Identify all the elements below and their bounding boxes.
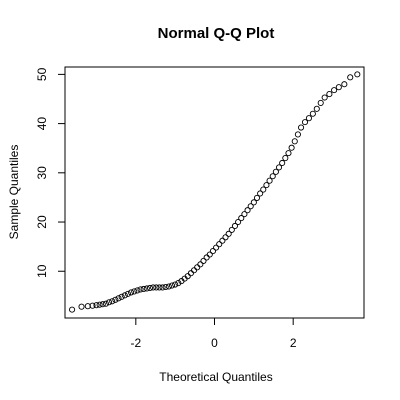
data-point xyxy=(165,283,172,290)
data-point xyxy=(235,218,242,226)
data-point xyxy=(260,186,267,193)
data-point xyxy=(335,84,342,91)
data-point xyxy=(134,287,141,294)
data-point xyxy=(96,301,103,308)
data-point xyxy=(317,99,324,106)
data-point xyxy=(326,91,333,98)
data-point xyxy=(118,293,125,300)
data-point xyxy=(228,226,235,233)
data-point xyxy=(309,110,316,117)
data-point xyxy=(305,115,312,122)
data-point xyxy=(112,296,119,303)
x-tick-label: -2 xyxy=(130,336,141,350)
data-point xyxy=(93,302,100,309)
data-point xyxy=(153,284,160,291)
data-point xyxy=(263,182,270,189)
data-point xyxy=(238,215,245,222)
x-tick-label: 2 xyxy=(290,336,297,350)
data-point xyxy=(203,254,210,261)
data-point xyxy=(175,280,182,287)
y-tick-label: 20 xyxy=(35,215,49,229)
data-point xyxy=(209,248,216,255)
x-tick-label: 0 xyxy=(211,336,218,350)
data-point xyxy=(285,150,292,157)
data-point xyxy=(106,299,113,306)
data-point xyxy=(137,286,144,293)
data-points xyxy=(69,71,361,313)
chart-title: Normal Q-Q Plot xyxy=(158,25,275,42)
data-point xyxy=(354,71,361,78)
data-point xyxy=(200,257,207,264)
data-point xyxy=(89,302,96,309)
data-point xyxy=(216,241,223,248)
data-point xyxy=(131,288,138,295)
data-point xyxy=(213,244,220,251)
data-point xyxy=(115,295,122,302)
y-tick-label: 50 xyxy=(35,67,49,81)
data-point xyxy=(206,251,213,258)
data-point xyxy=(99,301,106,308)
y-tick-label: 40 xyxy=(35,117,49,131)
data-point xyxy=(269,173,276,180)
data-point xyxy=(102,300,109,307)
data-point xyxy=(219,237,226,244)
data-point xyxy=(222,234,229,241)
data-point xyxy=(298,124,305,131)
data-point xyxy=(272,168,279,175)
data-point xyxy=(279,159,286,167)
data-point xyxy=(146,284,154,292)
data-point xyxy=(347,74,354,81)
data-point xyxy=(168,282,176,289)
data-point xyxy=(275,164,283,171)
data-point xyxy=(321,94,328,101)
data-point xyxy=(121,292,128,299)
data-point xyxy=(241,211,248,218)
data-point xyxy=(247,203,254,210)
x-axis-label: Theoretical Quantiles xyxy=(159,370,272,384)
data-point xyxy=(257,190,264,197)
data-point xyxy=(172,281,179,288)
data-point xyxy=(187,270,194,277)
data-point xyxy=(301,119,309,126)
data-point xyxy=(197,261,204,268)
data-point xyxy=(140,285,147,293)
data-point xyxy=(109,298,116,305)
data-point xyxy=(150,284,157,291)
data-point xyxy=(225,230,232,237)
y-axis: 10 20 30 40 50 xyxy=(35,67,66,278)
y-tick-label: 10 xyxy=(35,264,49,278)
data-point xyxy=(159,284,166,291)
data-point xyxy=(313,105,320,112)
data-point xyxy=(288,144,295,151)
data-point xyxy=(282,154,289,162)
data-point xyxy=(156,284,163,291)
data-point xyxy=(194,264,201,271)
data-point xyxy=(124,290,131,297)
data-point xyxy=(294,131,301,138)
data-point xyxy=(250,199,257,206)
data-point xyxy=(244,207,251,214)
y-tick-label: 30 xyxy=(35,166,49,180)
data-point xyxy=(190,267,198,274)
data-point xyxy=(253,194,261,201)
y-axis-label: Sample Quantiles xyxy=(7,145,21,240)
data-point xyxy=(231,222,239,230)
data-point xyxy=(266,177,273,184)
data-point xyxy=(69,306,76,313)
data-point xyxy=(78,303,85,310)
data-point xyxy=(341,81,348,88)
data-point xyxy=(331,87,338,94)
data-point xyxy=(162,283,169,291)
data-point xyxy=(128,289,135,296)
data-point xyxy=(143,285,150,292)
data-point xyxy=(291,138,298,145)
x-axis: -2 0 2 xyxy=(130,317,297,350)
